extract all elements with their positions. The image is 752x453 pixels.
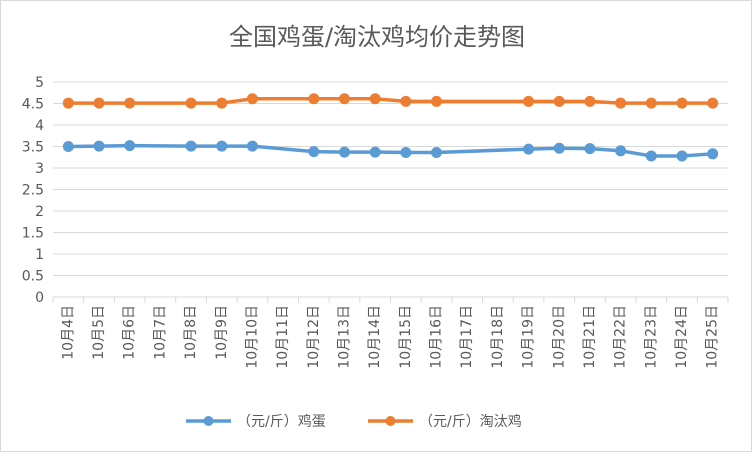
- data-point: [124, 140, 136, 152]
- data-point: [338, 146, 350, 158]
- legend-label: （元/斤）淘汰鸡: [419, 413, 522, 430]
- x-tick-label: 10月21日: [582, 305, 598, 369]
- y-tick-label: 0: [35, 290, 44, 306]
- y-tick-label: 4.5: [22, 97, 44, 113]
- x-tick-label: 10月8日: [183, 305, 199, 360]
- data-point: [216, 97, 228, 109]
- data-point: [584, 143, 596, 155]
- y-axis-ticks: 0 0.5 1 1.5 2 2.5 3 3.5 4 4.5 5: [22, 75, 44, 306]
- x-tick-label: 10月9日: [214, 305, 230, 360]
- data-point: [308, 93, 320, 105]
- x-tick-label: 10月24日: [674, 305, 690, 369]
- data-point: [707, 97, 719, 109]
- data-point: [124, 97, 136, 109]
- y-tick-label: 2: [35, 204, 44, 220]
- x-tick-label: 10月13日: [336, 305, 352, 369]
- data-point: [676, 97, 688, 109]
- x-tick-label: 10月15日: [398, 305, 414, 369]
- x-tick-label: 10月22日: [613, 305, 629, 369]
- x-tick-label: 10月23日: [643, 305, 659, 369]
- legend: （元/斤）鸡蛋 （元/斤）淘汰鸡: [186, 413, 522, 430]
- x-tick-label: 10月14日: [367, 305, 383, 369]
- x-tick-label: 10月4日: [60, 305, 76, 360]
- y-tick-label: 1: [35, 247, 44, 263]
- data-point: [615, 145, 627, 157]
- data-point: [553, 142, 565, 154]
- y-tick-label: 4: [35, 118, 44, 134]
- x-tick-label: 10月12日: [306, 305, 322, 369]
- x-tick-label: 10月10日: [244, 305, 260, 369]
- data-point: [216, 140, 228, 152]
- data-point: [431, 147, 443, 159]
- x-tick-label: 10月11日: [275, 305, 291, 369]
- data-point: [615, 97, 627, 109]
- data-point: [185, 140, 197, 152]
- x-tick-label: 10月16日: [429, 305, 445, 369]
- x-tick-label: 10月7日: [152, 305, 168, 360]
- x-axis-ticks: 10月4日 10月5日 10月6日 10月7日 10月8日 10月9日 10月10日 10月1…: [60, 305, 720, 369]
- y-tick-label: 1.5: [22, 226, 44, 242]
- x-tick-label: 10月18日: [490, 305, 506, 369]
- y-tick-label: 2.5: [22, 183, 44, 199]
- data-point: [584, 95, 596, 107]
- data-point: [246, 93, 258, 105]
- data-point: [62, 141, 74, 152]
- data-point: [431, 95, 443, 107]
- data-point: [645, 150, 657, 162]
- data-point: [523, 143, 535, 155]
- data-point: [400, 95, 412, 107]
- data-point: [308, 146, 320, 158]
- data-point: [400, 147, 412, 159]
- data-point: [185, 97, 197, 109]
- y-tick-label: 3: [35, 161, 44, 177]
- data-point: [93, 140, 105, 152]
- y-tick-label: 3.5: [22, 140, 44, 156]
- x-tick-label: 10月25日: [705, 305, 721, 369]
- data-point: [645, 97, 657, 109]
- x-tick-label: 10月5日: [91, 305, 107, 360]
- data-point: [707, 148, 719, 160]
- data-point: [523, 95, 535, 107]
- series-0: [62, 140, 719, 162]
- data-point: [369, 146, 381, 158]
- x-tick-label: 10月19日: [521, 305, 537, 369]
- data-point: [338, 93, 350, 105]
- legend-marker: [203, 416, 214, 426]
- grid: [52, 81, 729, 303]
- x-tick-label: 10月6日: [122, 305, 138, 360]
- x-tick-label: 10月17日: [459, 305, 475, 369]
- data-point: [93, 97, 105, 109]
- data-point: [553, 95, 565, 107]
- legend-label: （元/斤）鸡蛋: [237, 413, 326, 430]
- data-point: [676, 150, 688, 162]
- legend-item: （元/斤）淘汰鸡: [368, 413, 522, 430]
- x-tick-label: 10月20日: [551, 305, 567, 369]
- data-point: [246, 140, 258, 152]
- y-tick-label: 5: [35, 75, 44, 91]
- y-tick-label: 0.5: [22, 269, 44, 285]
- data-point: [369, 93, 381, 105]
- series-1: [62, 93, 719, 109]
- legend-marker: [385, 416, 396, 426]
- series-lines: [62, 93, 719, 162]
- legend-item: （元/斤）鸡蛋: [186, 413, 326, 430]
- data-point: [62, 97, 74, 109]
- chart-title: 全国鸡蛋/淘汰鸡均价走势图: [229, 23, 525, 51]
